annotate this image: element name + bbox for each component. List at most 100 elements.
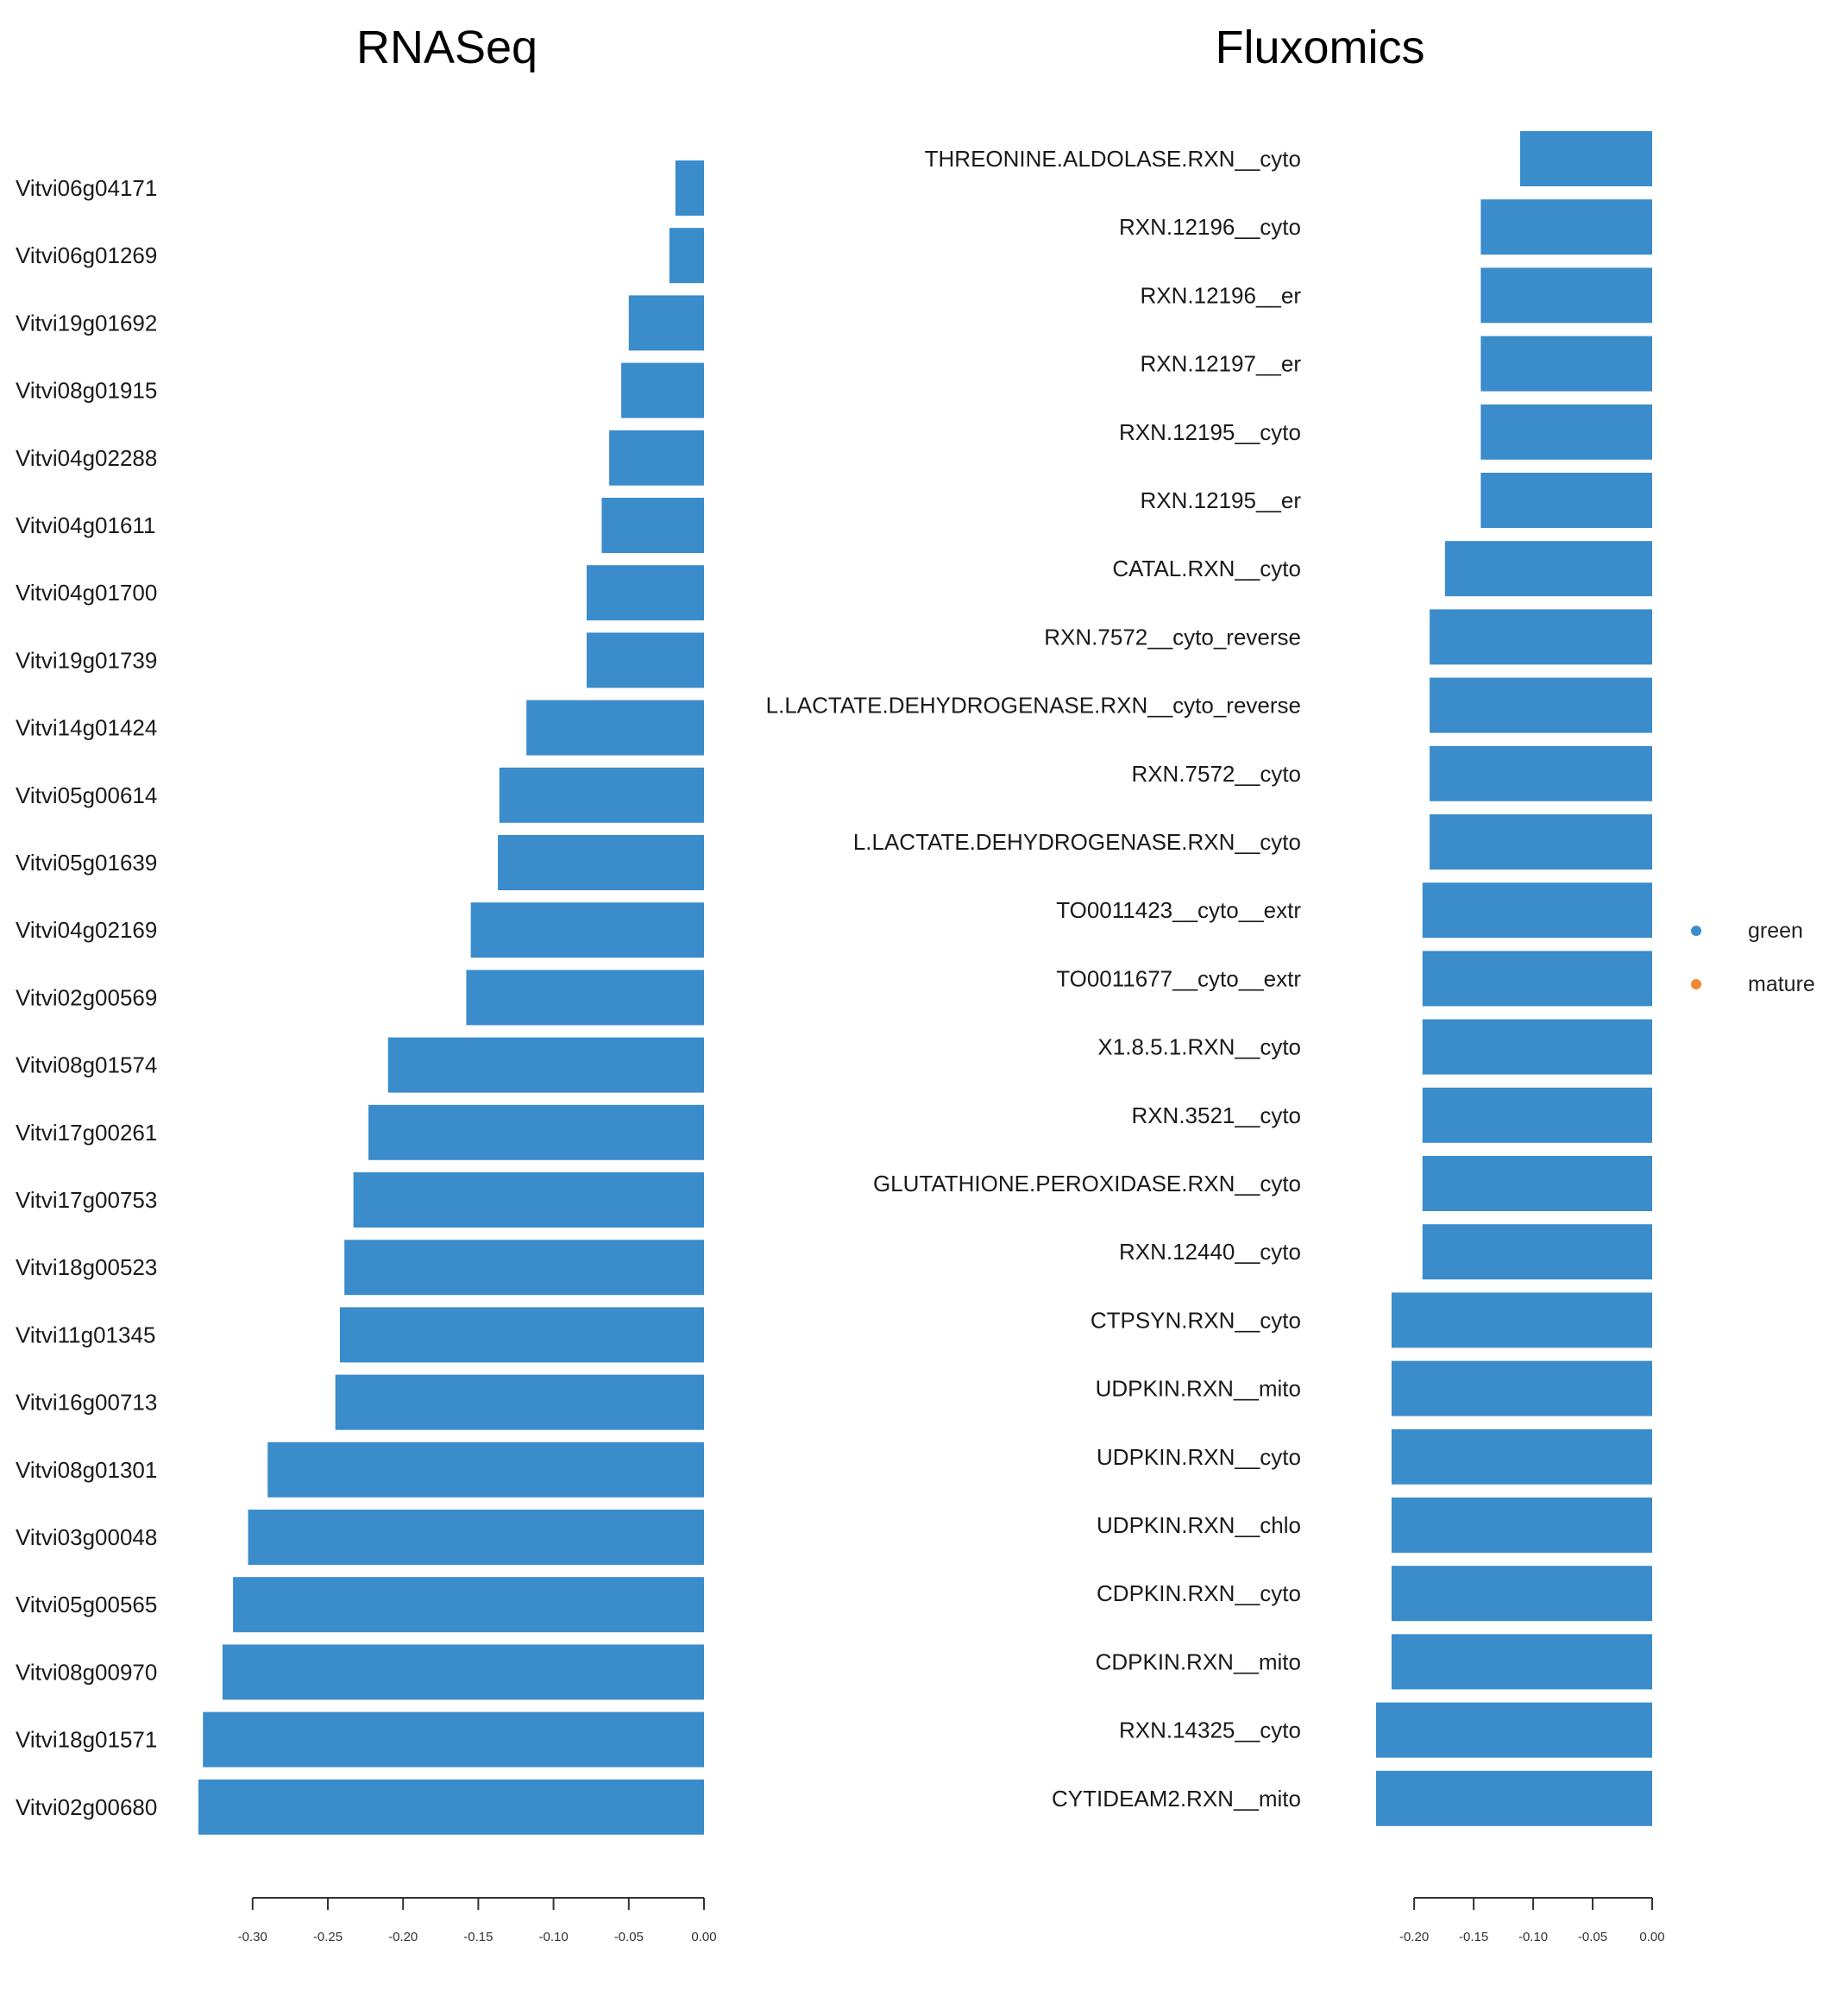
legend-dot-green: [1691, 926, 1701, 936]
fluxomics-category-label: RXN.12195__er: [1141, 487, 1302, 513]
fluxomics-bar: [1430, 677, 1652, 733]
rnaseq-category-label: Vitvi05g00614: [16, 782, 157, 808]
fluxomics-bar: [1430, 745, 1652, 801]
rnaseq-bar: [233, 1577, 704, 1633]
fluxomics-category-label: TO0011423__cyto__extr: [1056, 897, 1301, 923]
rnaseq-chart: Vitvi06g04171 Vitvi06g01269 Vitvi19g01692 V…: [16, 160, 717, 1944]
legend: green mature: [1691, 904, 1815, 1011]
rnaseq-category-label: Vitvi08g01301: [16, 1457, 157, 1483]
rnaseq-bar: [628, 295, 704, 351]
rnaseq-category-label: Vitvi02g00680: [16, 1794, 157, 1820]
fluxomics-bar: [1519, 131, 1652, 186]
rnaseq-category-label: Vitvi18g00523: [16, 1254, 157, 1280]
fluxomics-bar: [1422, 882, 1652, 939]
fluxomics-bar: [1391, 1566, 1652, 1622]
rnaseq-bar: [470, 902, 704, 958]
rnaseq-category-label: Vitvi04g01700: [16, 580, 157, 606]
fluxomics-chart: THREONINE.ALDOLASE.RXN__cyto RXN.12196__c…: [766, 131, 1665, 1944]
rnaseq-bar: [586, 632, 704, 688]
fluxomics-category-label: L.LACTATE.DEHYDROGENASE.RXN__cyto_revers…: [766, 693, 1301, 719]
fluxomics-bar: [1480, 199, 1652, 255]
fluxomics-category-label: RXN.7572__cyto_reverse: [1044, 624, 1301, 650]
rnaseq-category-label: Vitvi05g00565: [16, 1592, 157, 1617]
rnaseq-category-label: Vitvi16g00713: [16, 1390, 157, 1416]
legend-dot-mature: [1691, 979, 1701, 989]
rnaseq-x-tick-label: -0.30: [238, 1930, 267, 1944]
rnaseq-title: RNASeq: [355, 22, 538, 73]
rnaseq-category-label: Vitvi19g01739: [16, 647, 157, 673]
fluxomics-bar: [1422, 951, 1652, 1007]
fluxomics-category-label: RXN.12197__er: [1141, 351, 1302, 377]
fluxomics-category-label: CYTIDEAM2.RXN__mito: [1052, 1786, 1301, 1812]
fluxomics-category-label: GLUTATHIONE.PEROXIDASE.RXN__cyto: [873, 1171, 1301, 1196]
legend-label-mature: mature: [1748, 971, 1815, 996]
fluxomics-category-label: RXN.12196__cyto: [1119, 214, 1301, 240]
rnaseq-category-label: Vitvi14g01424: [16, 715, 157, 741]
legend-item-mature: mature: [1691, 958, 1815, 1011]
rnaseq-category-label: Vitvi18g01571: [16, 1727, 157, 1753]
fluxomics-bar: [1480, 336, 1652, 392]
rnaseq-category-label: Vitvi11g01345: [16, 1322, 155, 1347]
rnaseq-category-label: Vitvi08g01915: [16, 378, 157, 404]
rnaseq-category-label: Vitvi06g04171: [16, 175, 157, 201]
fluxomics-category-label: CATAL.RXN__cyto: [1112, 556, 1301, 581]
rnaseq-category-label: Vitvi19g01692: [16, 310, 157, 336]
fluxomics-category-label: CTPSYN.RXN__cyto: [1091, 1307, 1301, 1333]
fluxomics-category-label: UDPKIN.RXN__mito: [1096, 1376, 1301, 1402]
fluxomics-category-label: THREONINE.ALDOLASE.RXN__cyto: [925, 146, 1301, 172]
fluxomics-category-label: UDPKIN.RXN__cyto: [1097, 1444, 1301, 1470]
rnaseq-bar: [339, 1307, 704, 1363]
rnaseq-bar: [344, 1240, 704, 1296]
fluxomics-bar: [1445, 541, 1652, 597]
rnaseq-category-label: Vitvi06g01269: [16, 242, 157, 268]
rnaseq-bar: [526, 700, 704, 756]
fluxomics-category-label: RXN.12196__er: [1141, 282, 1302, 308]
fluxomics-x-tick-label: -0.15: [1459, 1930, 1488, 1944]
rnaseq-x-tick-label: -0.15: [463, 1930, 493, 1944]
fluxomics-category-label: X1.8.5.1.RXN__cyto: [1097, 1034, 1301, 1060]
fluxomics-bar: [1422, 1087, 1652, 1143]
rnaseq-category-label: Vitvi17g00261: [16, 1120, 157, 1146]
fluxomics-x-tick-label: 0.00: [1639, 1930, 1664, 1944]
rnaseq-category-label: Vitvi08g00970: [16, 1659, 157, 1685]
rnaseq-category-label: Vitvi17g00753: [16, 1187, 157, 1213]
fluxomics-bar: [1480, 473, 1652, 528]
rnaseq-bar: [466, 970, 704, 1026]
rnaseq-bar: [248, 1510, 704, 1565]
fluxomics-bar: [1422, 1156, 1652, 1211]
rnaseq-bar: [353, 1172, 704, 1228]
fluxomics-bar: [1430, 609, 1652, 665]
fluxomics-bar: [1422, 1224, 1652, 1280]
rnaseq-category-label: Vitvi04g01611: [16, 512, 155, 538]
fluxomics-bar: [1422, 1019, 1652, 1075]
fluxomics-bar: [1430, 814, 1652, 870]
fluxomics-bar: [1391, 1498, 1652, 1553]
rnaseq-category-label: Vitvi04g02288: [16, 445, 157, 471]
rnaseq-category-label: Vitvi04g02169: [16, 917, 157, 943]
fluxomics-category-label: CDPKIN.RXN__cyto: [1097, 1580, 1301, 1606]
rnaseq-bar: [198, 1779, 704, 1835]
rnaseq-x-tick-label: -0.05: [614, 1930, 644, 1944]
fluxomics-category-label: RXN.12195__cyto: [1119, 419, 1301, 445]
rnaseq-category-label: Vitvi05g01639: [16, 850, 157, 876]
fluxomics-bar: [1391, 1429, 1652, 1485]
fluxomics-category-label: L.LACTATE.DEHYDROGENASE.RXN__cyto: [853, 829, 1301, 855]
fluxomics-bar: [1391, 1292, 1652, 1348]
fluxomics-bar: [1376, 1770, 1652, 1826]
rnaseq-bar: [669, 228, 704, 284]
rnaseq-bar: [335, 1374, 704, 1430]
rnaseq-bar: [222, 1644, 704, 1700]
fluxomics-category-label: UDPKIN.RXN__chlo: [1097, 1512, 1301, 1538]
rnaseq-bar: [621, 362, 704, 418]
rnaseq-bar: [586, 565, 704, 621]
fluxomics-bar: [1391, 1634, 1652, 1690]
rnaseq-bar: [498, 835, 704, 890]
fluxomics-x-tick-label: -0.05: [1578, 1930, 1607, 1944]
rnaseq-x-tick-label: 0.00: [691, 1930, 716, 1944]
rnaseq-bar: [203, 1711, 704, 1768]
rnaseq-bar: [609, 430, 704, 486]
legend-label-green: green: [1748, 918, 1803, 943]
fluxomics-category-label: RXN.3521__cyto: [1131, 1102, 1301, 1128]
rnaseq-bar: [267, 1441, 704, 1498]
